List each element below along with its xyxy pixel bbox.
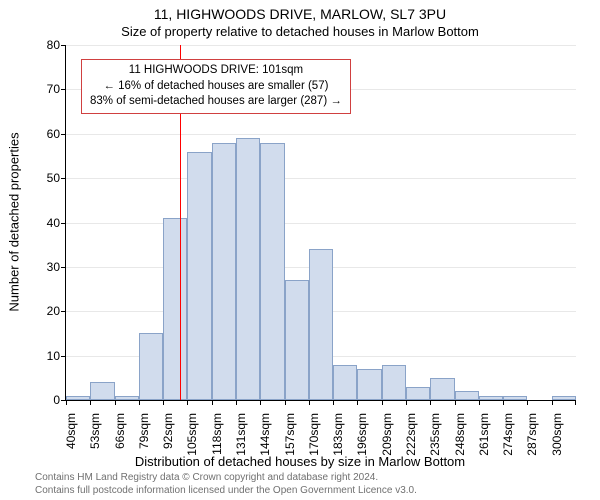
y-tick-label: 20 [30,304,60,318]
x-tick [236,400,237,405]
histogram-bar [90,382,114,400]
x-tick-label: 287sqm [525,413,539,463]
gridline [66,178,576,179]
x-tick [333,400,334,405]
x-tick-label: 131sqm [234,413,248,463]
x-tick-label: 222sqm [404,413,418,463]
annotation-line-3: 83% of semi-detached houses are larger (… [90,94,342,110]
x-tick-label: 157sqm [283,413,297,463]
y-tick [61,311,66,312]
y-tick [61,134,66,135]
y-tick [61,356,66,357]
histogram-bar [309,249,333,400]
x-tick [115,400,116,405]
histogram-bar [163,218,187,400]
x-tick-label: 144sqm [258,413,272,463]
histogram-bar [430,378,454,400]
x-tick-label: 209sqm [380,413,394,463]
x-tick-label: 118sqm [210,413,224,463]
x-tick [479,400,480,405]
histogram-bar [382,365,406,401]
histogram-bar [285,280,309,400]
chart-title-1: 11, HIGHWOODS DRIVE, MARLOW, SL7 3PU [0,6,600,22]
x-tick-label: 300sqm [550,413,564,463]
footer-line-1: Contains HM Land Registry data © Crown c… [35,472,417,485]
x-tick [66,400,67,405]
histogram-bar [333,365,357,401]
histogram-bar [479,396,503,400]
histogram-bar [260,143,284,400]
x-tick [163,400,164,405]
gridline [66,45,576,46]
x-tick-label: 40sqm [64,413,78,463]
x-tick [260,400,261,405]
x-tick [575,400,576,405]
x-tick [309,400,310,405]
x-tick-label: 261sqm [477,413,491,463]
x-tick [187,400,188,405]
annotation-line-2: ← 16% of detached houses are smaller (57… [90,79,342,95]
x-tick [357,400,358,405]
y-tick [61,223,66,224]
y-tick-label: 0 [30,393,60,407]
x-tick-label: 92sqm [161,413,175,463]
y-tick-label: 10 [30,349,60,363]
y-tick [61,178,66,179]
x-tick [285,400,286,405]
y-tick-label: 40 [30,216,60,230]
footer-line-2: Contains full postcode information licen… [35,485,417,498]
x-tick-label: 66sqm [113,413,127,463]
annotation-line-1: 11 HIGHWOODS DRIVE: 101sqm [90,63,342,79]
y-axis-label: Number of detached properties [7,132,22,311]
chart-container: 11, HIGHWOODS DRIVE, MARLOW, SL7 3PU Siz… [0,0,600,500]
x-tick [552,400,553,405]
histogram-bar [357,369,381,400]
y-tick-label: 60 [30,127,60,141]
histogram-bar [406,387,430,400]
x-tick-label: 248sqm [453,413,467,463]
y-tick [61,45,66,46]
y-tick [61,89,66,90]
histogram-bar [552,396,576,400]
x-tick-label: 53sqm [88,413,102,463]
annotation-box: 11 HIGHWOODS DRIVE: 101sqm← 16% of detac… [81,59,351,114]
x-tick [430,400,431,405]
x-tick [382,400,383,405]
x-tick-label: 105sqm [185,413,199,463]
x-tick-label: 170sqm [307,413,321,463]
x-tick-label: 183sqm [331,413,345,463]
y-tick-label: 50 [30,171,60,185]
x-tick [212,400,213,405]
histogram-bar [503,396,527,400]
histogram-bar [236,138,260,400]
y-tick [61,267,66,268]
y-tick-label: 30 [30,260,60,274]
footer-attribution: Contains HM Land Registry data © Crown c… [35,472,417,497]
x-tick [139,400,140,405]
x-tick-label: 79sqm [137,413,151,463]
plot-area: 11 HIGHWOODS DRIVE: 101sqm← 16% of detac… [65,45,576,401]
y-tick-label: 70 [30,82,60,96]
histogram-bar [212,143,236,400]
x-tick [455,400,456,405]
x-tick-label: 196sqm [355,413,369,463]
gridline [66,223,576,224]
histogram-bar [187,152,211,401]
gridline [66,134,576,135]
chart-title-2: Size of property relative to detached ho… [0,24,600,39]
histogram-bar [66,396,90,400]
y-tick-label: 80 [30,38,60,52]
x-tick [90,400,91,405]
x-tick [503,400,504,405]
x-tick-label: 235sqm [428,413,442,463]
histogram-bar [139,333,163,400]
x-tick [406,400,407,405]
histogram-bar [455,391,479,400]
x-tick [527,400,528,405]
x-tick-label: 274sqm [501,413,515,463]
histogram-bar [115,396,139,400]
